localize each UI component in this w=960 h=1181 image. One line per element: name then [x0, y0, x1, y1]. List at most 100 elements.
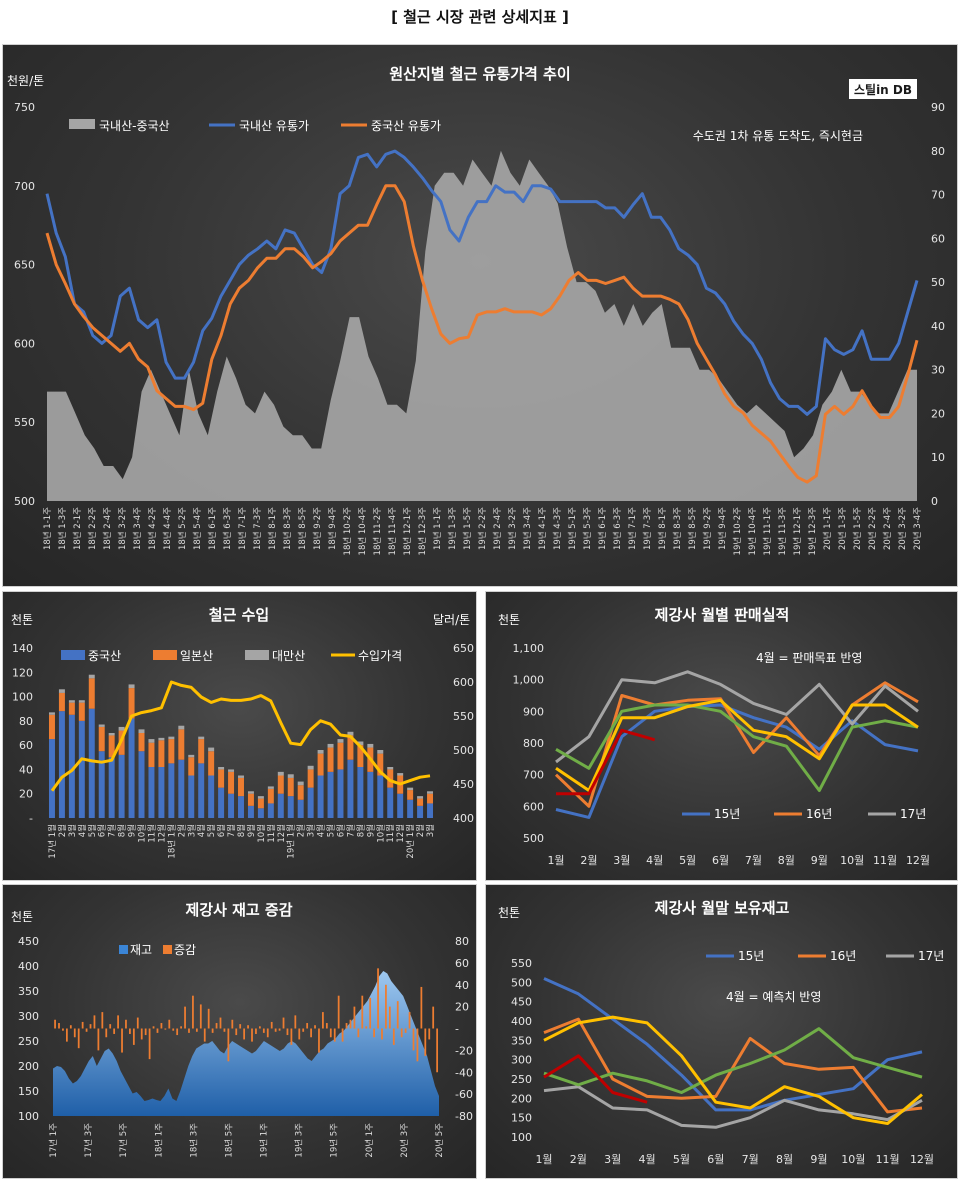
y2-tick-label: -20 [455, 1044, 473, 1057]
line-series-china-price [45, 184, 919, 484]
y-tick-label: 900 [523, 705, 544, 718]
bar-japan [68, 702, 75, 715]
y2-tick-label: 70 [931, 189, 945, 202]
bar-change [310, 1028, 312, 1038]
y-tick-label: 500 [523, 832, 544, 845]
bar-change [290, 1028, 293, 1045]
bar-change [132, 1028, 135, 1045]
y-tick-label: 200 [18, 1060, 39, 1073]
bar-japan [48, 714, 55, 740]
bar-change [239, 1024, 242, 1029]
y-tick-label: 20 [19, 788, 33, 801]
bar-change [113, 1028, 116, 1034]
x-tick-label: 18년 2-1주 [72, 507, 83, 550]
x-tick-label: 9월 [810, 1153, 827, 1166]
bar-change [192, 995, 194, 1029]
bar-change [125, 1019, 127, 1029]
x-tick-label: 20년 2-2주 [867, 507, 878, 550]
x-tick-label: 20년 2-4주 [882, 507, 893, 550]
bar-taiwan [427, 791, 434, 794]
legend-label: 대만산 [272, 649, 305, 663]
legend-label: 16년 [806, 807, 832, 821]
x-tick-label: 19년 11-3주 [777, 507, 788, 556]
y2-tick-label: 450 [453, 778, 474, 791]
x-tick-label: 19년 12-3주 [807, 507, 818, 556]
bar-china [108, 757, 115, 818]
bar-taiwan [297, 781, 304, 786]
x-tick-label: 17년 1주 [48, 1123, 59, 1158]
bar-japan [158, 740, 165, 767]
bar-taiwan [377, 750, 384, 754]
bar-change [318, 1028, 320, 1053]
x-tick-label: 5월 [87, 824, 98, 837]
y2-tick-label: 30 [931, 364, 945, 377]
bar-change [140, 1028, 143, 1040]
x-tick-label: 5월 [679, 854, 696, 867]
bar-change [400, 1028, 403, 1038]
bar-change [211, 1028, 214, 1033]
x-tick-label: 19년 2-2주 [477, 507, 488, 550]
x-tick-label: 18년 12-1주 [402, 507, 413, 556]
bar-japan [138, 733, 145, 752]
bar-japan [357, 745, 364, 767]
bar-change [262, 1028, 265, 1033]
bar-change [251, 1028, 253, 1042]
y2-tick-label: -40 [455, 1066, 473, 1079]
x-tick-label: 6월 [335, 824, 346, 837]
x-tick-label: 6월 [712, 854, 729, 867]
x-tick-label: 4월 [646, 854, 663, 867]
bar-change [392, 1028, 395, 1045]
x-tick-label: 18년 8-5주 [297, 507, 308, 550]
x-tick-label: 20년 5주 [434, 1123, 445, 1158]
bar-change [109, 1024, 112, 1029]
bar-taiwan [327, 743, 334, 748]
x-tick-label: 19년 2-4주 [492, 507, 503, 550]
logo-box [849, 79, 917, 99]
legend-label: 국내산-중국산 [99, 119, 170, 133]
x-tick-label: 20년 1-1주 [822, 507, 833, 550]
bar-china [367, 771, 374, 818]
x-tick-label: 19년 7-1주 [627, 507, 638, 550]
bar-china [88, 708, 95, 818]
bar-china [188, 775, 195, 818]
line-series-2 [555, 670, 919, 764]
bar-change [121, 1028, 123, 1053]
y-axis-unit: 천톤 [498, 612, 520, 627]
legend-swatch [69, 119, 95, 129]
bar-japan [277, 775, 284, 794]
bar-japan [148, 742, 155, 767]
x-tick-label: 4월 [639, 1153, 656, 1166]
x-tick-label: 5월 [206, 824, 217, 837]
x-tick-label: 19년 8-1주 [657, 507, 668, 550]
logo-text: 스틸in DB [854, 83, 912, 97]
bar-change [184, 1006, 186, 1029]
bar-taiwan [168, 736, 175, 740]
bar-change [188, 1028, 190, 1033]
bar-japan [58, 692, 65, 712]
y2-axis-unit: 달러/톤 [433, 613, 470, 627]
legend-label: 15년 [738, 949, 764, 963]
bar-change [333, 1028, 336, 1042]
bar-change [404, 1028, 407, 1033]
bar-change [345, 1023, 348, 1029]
bar-china [58, 711, 65, 818]
x-tick-label: 5월 [673, 1153, 690, 1166]
x-tick-label: 19년 3-2주 [507, 507, 518, 550]
bar-china [228, 793, 235, 818]
bar-china [158, 767, 165, 818]
bar-china [387, 787, 394, 818]
y2-tick-label: 600 [453, 676, 474, 689]
bar-change [215, 1023, 218, 1029]
bar-japan [257, 798, 264, 809]
x-tick-label: 20년 3주 [399, 1123, 410, 1158]
x-tick-label: 20년 1-3주 [837, 507, 848, 550]
x-tick-label: 10월 [841, 1153, 865, 1166]
x-tick-label: 18년 4-4주 [162, 507, 173, 550]
bar-japan [347, 735, 354, 760]
y2-tick-label: 50 [931, 276, 945, 289]
bar-taiwan [407, 787, 414, 791]
y-tick-label: 140 [12, 642, 33, 655]
bar-china [98, 751, 105, 818]
y-tick-label: 400 [511, 1015, 532, 1028]
bar-change [349, 1019, 352, 1029]
